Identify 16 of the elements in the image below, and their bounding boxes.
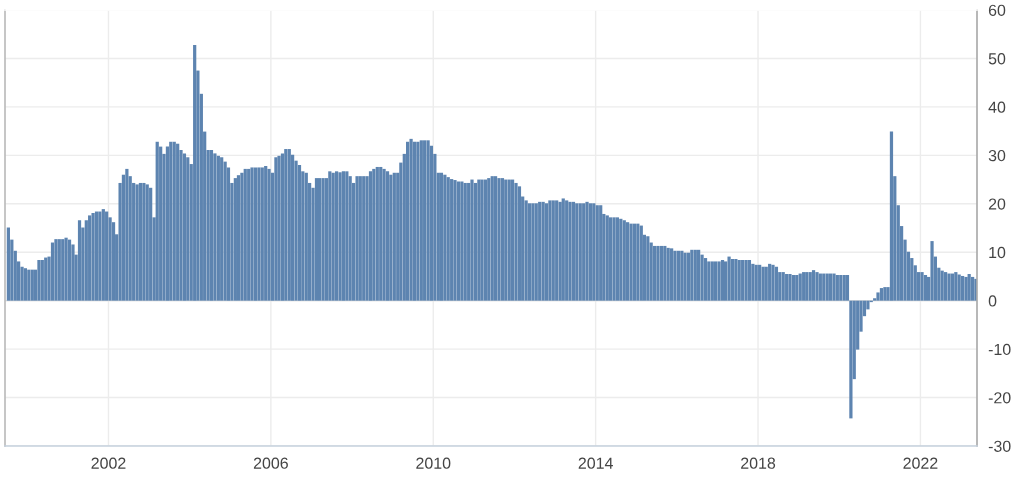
x-tick-label: 2002 (91, 457, 126, 469)
x-tick-label: 2022 (903, 457, 938, 469)
y-tick-label: 10 (989, 246, 1006, 259)
y-tick-label: 20 (988, 198, 1006, 210)
y-tick-label: -20 (988, 392, 1011, 404)
y-tick-label: -30 (988, 440, 1011, 452)
y-tick-label: 0 (988, 295, 997, 307)
x-tick-label: 2018 (741, 457, 776, 469)
y-tick-label: 30 (988, 149, 1006, 162)
y-tick-label: 40 (988, 101, 1006, 113)
x-tick-label: 2006 (253, 457, 288, 469)
y-tick-label: 60 (988, 4, 1006, 16)
y-tick-label: -10 (988, 343, 1011, 356)
x-tick-label: 2014 (578, 457, 613, 469)
x-tick-label: 2010 (416, 457, 451, 469)
y-tick-label: 50 (988, 53, 1006, 65)
